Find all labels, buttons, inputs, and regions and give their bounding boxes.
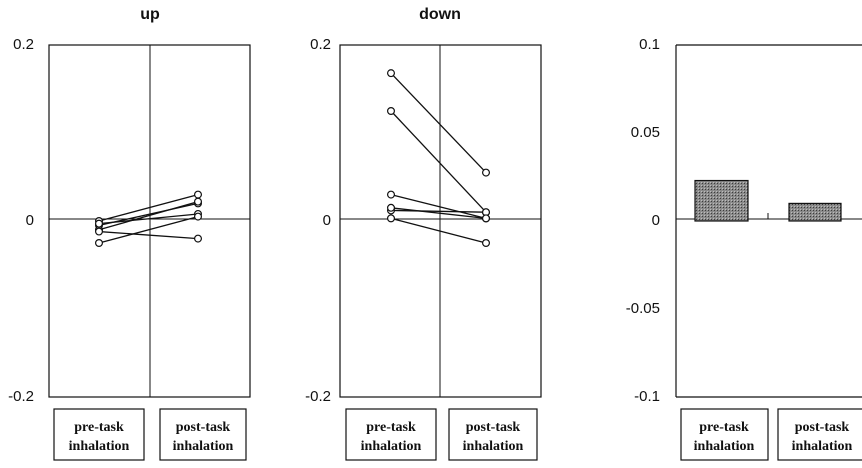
category-label: inhalation	[173, 439, 234, 454]
series-line	[390, 110, 487, 213]
data-point	[482, 214, 491, 223]
panel-title: up	[140, 6, 160, 23]
data-point	[482, 168, 491, 177]
y-tick-label: 0.05	[631, 124, 660, 141]
data-point	[387, 214, 396, 223]
data-point	[94, 239, 103, 248]
series-line	[390, 217, 487, 244]
category-label: post-task	[466, 420, 521, 435]
y-tick-label: 0	[323, 212, 331, 229]
category-box	[777, 408, 862, 461]
data-point	[194, 197, 203, 206]
category-label: pre-task	[366, 420, 416, 435]
data-point	[482, 239, 491, 248]
series-line	[98, 215, 199, 244]
data-point	[94, 219, 103, 228]
data-point	[94, 227, 103, 236]
series-group	[387, 69, 491, 248]
category-label: inhalation	[694, 439, 755, 454]
y-tick-label: 0	[652, 212, 660, 229]
data-point	[387, 203, 396, 212]
category-label: pre-task	[74, 420, 124, 435]
y-tick-label: -0.2	[305, 388, 331, 405]
panel-bar: 0.1 0.05 0 -0.05 -0.1 pre-task inhalatio…	[626, 36, 862, 461]
category-box	[159, 408, 247, 461]
category-box	[53, 408, 145, 461]
y-tick-label: -0.05	[626, 300, 660, 317]
series-group	[94, 190, 203, 248]
series-line	[390, 72, 487, 174]
category-label: inhalation	[361, 439, 422, 454]
series-line	[98, 201, 199, 231]
data-point	[194, 234, 203, 243]
category-label: inhalation	[792, 439, 853, 454]
panel-title: down	[419, 6, 461, 23]
category-label: pre-task	[699, 420, 749, 435]
category-label: inhalation	[463, 439, 524, 454]
bar-group	[694, 179, 842, 222]
y-tick-label: 0	[26, 212, 34, 229]
bar	[694, 179, 749, 222]
category-label: post-task	[795, 420, 850, 435]
category-label: post-task	[176, 420, 231, 435]
panel-up: up 0.2 0 -0.2 pre-task inhalation post-t…	[8, 6, 251, 461]
data-point	[194, 212, 203, 221]
category-box	[448, 408, 538, 461]
y-tick-label: 0.2	[310, 36, 331, 53]
bar	[788, 202, 842, 222]
data-point	[387, 190, 396, 199]
y-tick-label: 0.2	[13, 36, 34, 53]
series-line	[98, 213, 199, 225]
series-line	[98, 193, 199, 222]
y-tick-label: 0.1	[639, 36, 660, 53]
data-point	[387, 69, 396, 78]
series-line	[390, 209, 487, 213]
y-tick-label: -0.1	[634, 388, 660, 405]
category-box	[680, 408, 769, 461]
category-label: inhalation	[69, 439, 130, 454]
series-line	[390, 207, 487, 220]
panel-down: down 0.2 0 -0.2 pre-task inhalation post…	[305, 6, 542, 461]
series-line	[98, 230, 199, 240]
y-tick-label: -0.2	[8, 388, 34, 405]
data-point	[387, 106, 396, 115]
data-point	[194, 190, 203, 199]
category-box	[345, 408, 437, 461]
series-line	[390, 193, 487, 219]
